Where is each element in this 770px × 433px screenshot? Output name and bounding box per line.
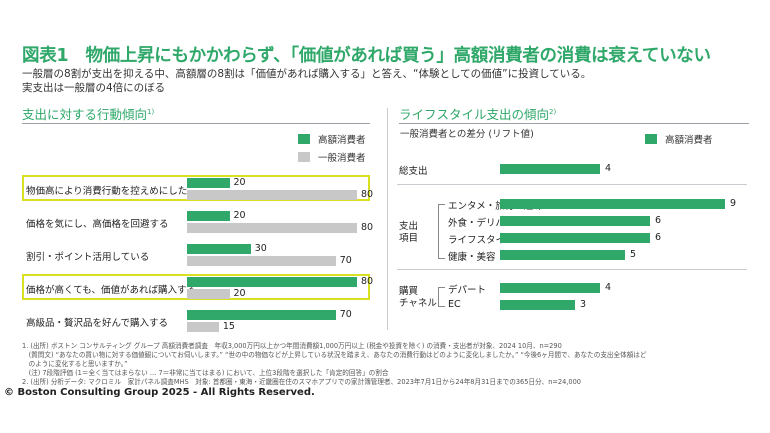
value-label-high: 20 — [233, 210, 246, 221]
value-label-lift: 4 — [605, 163, 612, 174]
separator-1 — [397, 184, 747, 185]
bar-general — [187, 223, 357, 233]
item-label: 健康・美容 — [448, 252, 496, 263]
bar-general — [187, 256, 336, 266]
bar-lift — [500, 300, 575, 310]
bracket-spend-items — [438, 204, 445, 259]
bar-general — [187, 289, 230, 299]
category-label: 物価高により消費行動を控えめにした — [26, 186, 188, 197]
subtitle-line-1: 一般層の8割が支出を抑える中、高額層の8割は「価値があれば購入する」と答え、“体… — [22, 68, 592, 80]
highlight-box — [22, 175, 370, 201]
bar-high — [187, 244, 251, 254]
item-label: EC — [448, 299, 461, 310]
value-label-general: 15 — [222, 321, 235, 332]
subtitle-line-2: 実支出は一般層の4倍にのぼる — [22, 82, 166, 94]
value-label-high: 20 — [233, 177, 246, 188]
group-label-spend-items: 支出 項目 — [399, 221, 419, 244]
right-section-underline — [399, 123, 749, 124]
value-label-lift: 5 — [630, 249, 637, 260]
category-label: 割引・ポイント活用している — [26, 252, 150, 263]
item-label: ライフスタイル — [448, 235, 515, 246]
bar-general — [187, 322, 219, 332]
value-label-lift: 9 — [730, 198, 737, 209]
value-label-lift: 3 — [580, 299, 587, 310]
bar-high — [187, 211, 230, 221]
bar-lift — [500, 283, 600, 293]
footnote-1: 1. (出所) ボストン コンサルティング グループ 高額消費者調査 年収3,0… — [22, 342, 562, 350]
bar-high — [187, 178, 230, 188]
bar-lift — [500, 199, 725, 209]
right-section-title: ライフスタイル支出の傾向2) — [399, 107, 557, 122]
value-label-general: 70 — [339, 255, 352, 266]
category-label: 価格が高くても、価値があれば購入する — [26, 285, 196, 296]
column-divider — [387, 108, 388, 330]
item-label: 外食・デリバリー — [448, 218, 525, 229]
legend-general: 一般消費者 — [298, 150, 366, 164]
category-label: 高級品・贅沢品を好んで購入する — [26, 318, 169, 329]
page-title: 図表1 物価上昇にもかかわらず、「価値があれば買う」高額消費者の消費は衰えていな… — [22, 46, 711, 66]
legend-swatch-high — [298, 134, 310, 144]
right-section-subtitle: 一般消費者との差分 (リフト値) — [400, 129, 534, 140]
left-section-title: 支出に対する行動傾向1) — [22, 107, 155, 122]
bar-lift — [500, 250, 625, 260]
footnote-5: 2. (出所) 分析データ: マクロミル 家計パネル調査MHS 対象: 首都圏・… — [22, 378, 581, 386]
category-label: 価格を気にし、高価格を回避する — [26, 219, 169, 230]
separator-2 — [397, 269, 747, 270]
value-label-lift: 6 — [655, 232, 662, 243]
item-label: デパート — [448, 285, 487, 296]
item-label: エンタメ・旅行・趣味 — [448, 201, 543, 212]
value-label-general: 80 — [361, 222, 374, 233]
value-label-high: 80 — [361, 276, 374, 287]
bar-high — [187, 277, 357, 287]
bar-general — [187, 190, 357, 200]
bar-lift — [500, 233, 650, 243]
value-label-general: 80 — [361, 189, 374, 200]
bracket-channels — [438, 287, 445, 307]
left-section-underline — [22, 123, 370, 124]
value-label-general: 20 — [233, 288, 246, 299]
footnote-4: (注) 7段階評価 (1＝全く当てはまらない … 7＝非常に当てはまる) におい… — [22, 369, 389, 377]
value-label-lift: 4 — [605, 282, 612, 293]
legend-swatch-general — [298, 152, 310, 162]
footnote-3: のように変化すると思いますか。” — [22, 360, 128, 368]
bar-lift — [500, 164, 600, 174]
legend-high-right: 高額消費者 — [645, 132, 713, 146]
bar-high — [187, 310, 336, 320]
bar-lift — [500, 216, 650, 226]
value-label-high: 70 — [339, 309, 352, 320]
value-label-high: 30 — [254, 243, 267, 254]
item-label: 総支出 — [399, 166, 428, 177]
copyright: © Boston Consulting Group 2025 - All Rig… — [4, 387, 315, 398]
footnote-2: (質問文) “あなたの買い物に対する価値観についてお伺いします。” “世の中の物… — [22, 351, 647, 359]
value-label-lift: 6 — [655, 215, 662, 226]
legend-high: 高額消費者 — [298, 132, 366, 146]
group-label-channels: 購買 チャネル — [399, 286, 437, 309]
highlight-box — [22, 274, 370, 300]
legend-swatch-high-right — [645, 134, 657, 144]
